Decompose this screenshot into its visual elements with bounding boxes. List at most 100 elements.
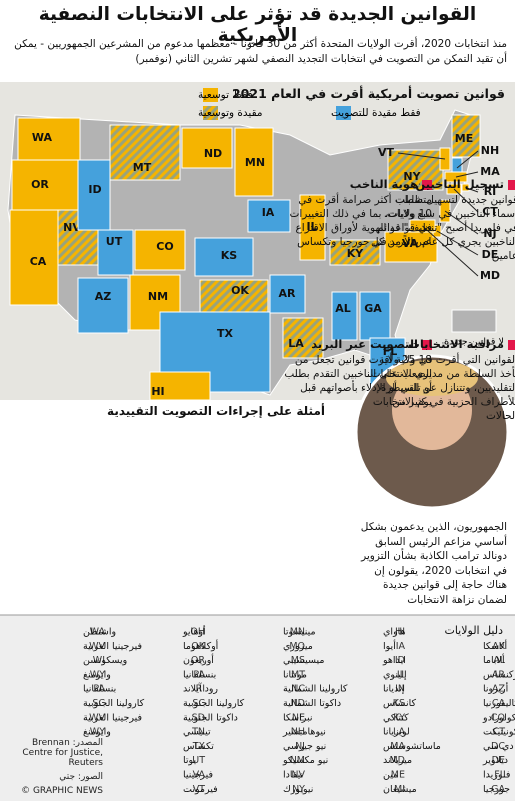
key-name: نيو مكسيكو [282,755,328,766]
state [234,127,274,197]
state-label: WA [32,131,53,144]
state-label: NH [481,144,499,157]
legend-swatch [336,106,351,120]
key-abbr: CT [493,727,506,738]
key-abbr: IN [395,684,405,695]
state-label: AL [335,302,351,315]
key-name: بنسلفانيا [183,669,216,680]
example-text: 18 ولاية أقرت قوانين تجعل من الصعب على ا… [284,354,432,408]
state-label: UT [106,235,123,248]
state-label: LA [288,337,304,350]
key-abbr: SC [192,698,205,709]
key-abbr: WY [90,669,105,680]
legend-label: لا قوانين جديدة [444,337,504,348]
example: التصويت عبر البريد 18 ولاية أقرت قوانين ت… [282,337,432,409]
key-name: ميريلاند [383,755,412,766]
legend-label: فقط مقيدة للتصويت [331,107,421,119]
key-name: كاليفورنيا [483,698,515,709]
key-name: ميزوري [283,641,313,652]
example: مراقبة الانتخابات القوانين التي أقرت في 2… [368,337,515,423]
key-abbr: DC [491,741,505,752]
key-name: أريزونا [483,682,509,695]
key-abbr: VA [193,770,206,781]
state-label: NV [63,221,81,234]
legend-swatch [203,88,218,102]
key-abbr: RI [196,684,205,695]
key-abbr: KS [393,698,405,709]
key-abbr: MS [291,655,305,666]
state [329,239,381,266]
key-name: فيرجينيا الغربية [83,712,142,723]
state [269,274,306,314]
state-label: NM [148,290,168,303]
leader-line [444,210,479,235]
key-name: جورجيا [483,784,510,795]
key-name: هاواي [383,627,406,638]
key-abbr: AK [492,641,505,652]
key-abbr: CO [491,712,505,723]
state-label: OK [231,284,249,297]
key-abbr: AR [492,669,505,680]
key-name: كارولينا الجنوبية [183,698,245,709]
key-abbr: SD [192,712,205,723]
key-abbr: NM [290,755,305,766]
key-name: كارولينا الشمالية [283,684,348,695]
state [299,194,326,261]
map-title: قوانين تصويت أمريكية أقرت في العام 2021 [231,86,505,101]
leader-line [422,225,479,277]
leader-line [456,150,479,169]
key-name: ايداهو [382,655,406,666]
key-name: فيرجينيا [183,770,213,781]
photo-caption: الجمهوريون، الذين يدعمون بشكل أساسي مزاع… [360,521,507,606]
key-abbr: MN [290,627,305,638]
key-name: كونيتيكت [483,727,515,738]
key-name: ويسكونسن [83,655,127,666]
state [9,209,59,306]
key-abbr: ID [395,655,405,666]
example-heading: مراقبة الانتخابات [368,337,515,351]
state-label: VT [378,146,395,159]
state [199,279,269,313]
examples-title: أمثلة على إجراءات التصويت التقييدية [103,403,329,419]
key-abbr: MT [291,669,305,680]
state-label: MD [480,269,500,282]
leader-line [397,152,446,160]
state-label: ID [88,183,101,196]
state [77,159,111,231]
photo-credit: الصور: جتي [59,772,103,782]
key-abbr: WV [89,712,105,723]
key-name: نيفادا [283,770,303,781]
key-name: لويزيانا [383,727,410,738]
key-abbr: TN [191,727,205,738]
key-name: نيو جيرسي [283,741,326,752]
state-label: TX [217,327,234,340]
key-name: فلوريدا [483,770,510,781]
key-abbr: SC [92,698,105,709]
key-abbr: NH [291,727,305,738]
key-abbr: ME [391,770,405,781]
key-name: داكوتا الشمالية [283,698,341,709]
key-abbr: IA [396,641,406,652]
state-label: KY [347,247,365,260]
state-label: ME [455,132,473,145]
key-abbr: NV [291,770,305,781]
key-name: ميشيغان [383,784,417,795]
key-name: أيوا [383,639,396,652]
key-abbr: NJ [295,741,305,752]
example-text: قوانين جديدة لتسهيل شطب أسماء الناخبين ف… [371,194,515,262]
key-abbr: KY [393,712,405,723]
state-label: HI [151,385,164,398]
state-label: CA [30,255,47,268]
key-abbr: MA [390,741,405,752]
leader-line [436,230,479,256]
key-name: فيرجينيا الغربية [83,641,142,652]
state-label: AZ [95,290,112,303]
state-label: VA [402,237,419,250]
state-label: MT [133,161,152,174]
state [149,371,211,401]
key-abbr: MI [394,784,405,795]
key-name: إلينوي [383,669,407,680]
key-name: كولورادو [482,712,515,723]
key-name: ديلاوير [482,755,508,766]
state-label: DE [482,248,499,261]
